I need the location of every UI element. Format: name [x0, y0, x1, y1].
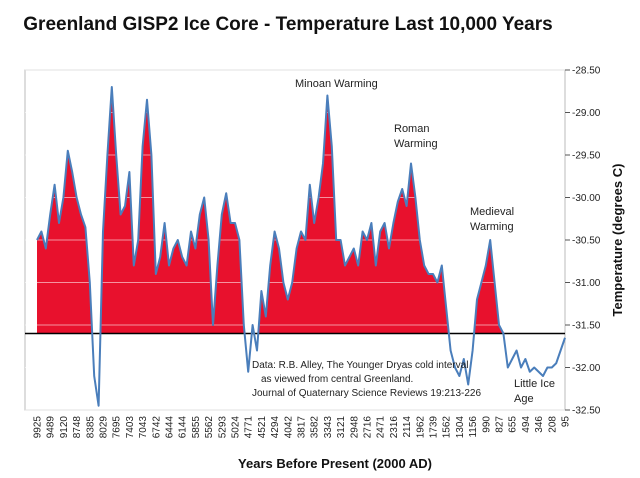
x-tick-label: 3121: [336, 416, 347, 439]
x-tick-label: 4042: [283, 416, 294, 439]
annotation: Minoan Warming: [295, 78, 378, 90]
x-tick-label: 6444: [165, 416, 176, 439]
annotation: Little Ice: [514, 378, 555, 390]
x-tick-label: 7043: [138, 416, 149, 439]
x-tick-label: 4771: [244, 416, 255, 439]
x-tick-label: 3582: [310, 416, 321, 439]
annotation: Warming: [394, 138, 438, 150]
x-tick-label: 5293: [217, 416, 228, 439]
x-tick-label: 346: [534, 416, 545, 433]
y-tick-label: -31.50: [572, 321, 601, 332]
x-tick-label: 8029: [99, 416, 110, 439]
x-tick-label: 4521: [257, 416, 268, 439]
x-tick-label: 2948: [349, 416, 360, 439]
x-tick-label: 655: [508, 416, 519, 433]
x-tick-label: 1304: [455, 416, 466, 439]
x-tick-label: 827: [495, 416, 506, 433]
annotation: Age: [514, 393, 534, 405]
x-tick-label: 5562: [204, 416, 215, 439]
area-fill: [37, 87, 565, 334]
annotation: Roman: [394, 123, 429, 135]
x-tick-label: 5855: [191, 416, 202, 439]
annotation: Warming: [470, 221, 514, 233]
x-tick-label: 8748: [72, 416, 83, 439]
x-axis-title: Years Before Present (2000 AD): [238, 456, 432, 471]
x-tick-label: 9925: [33, 416, 44, 439]
x-tick-label: 2316: [389, 416, 400, 439]
y-tick-label: -32.00: [572, 363, 601, 374]
y-tick-label: -28.50: [572, 66, 601, 77]
x-tick-label: 6144: [178, 416, 189, 439]
x-tick-label: 2716: [363, 416, 374, 439]
chart-title: Greenland GISP2 Ice Core - Temperature L…: [23, 14, 552, 35]
x-tick-label: 1739: [429, 416, 440, 439]
annotation: Medieval: [470, 206, 514, 218]
x-tick-label: 7403: [125, 416, 136, 439]
x-tick-label: 95: [561, 416, 572, 428]
annotation: Data: R.B. Alley, The Younger Dryas cold…: [252, 360, 468, 371]
x-tick-label: 5024: [231, 416, 242, 439]
y-tick-label: -30.00: [572, 193, 601, 204]
annotation: Journal of Quaternary Science Reviews 19…: [252, 388, 481, 399]
x-tick-label: 3343: [323, 416, 334, 439]
y-tick-label: -29.00: [572, 108, 601, 119]
x-tick-label: 6742: [151, 416, 162, 439]
annotation: as viewed from central Greenland.: [261, 374, 413, 385]
x-tick-label: 1562: [442, 416, 453, 439]
x-tick-label: 1156: [468, 416, 479, 438]
x-tick-label: 2471: [376, 416, 387, 439]
x-tick-label: 9489: [46, 416, 57, 439]
y-tick-label: -31.00: [572, 278, 601, 289]
y-tick-label: -29.50: [572, 151, 601, 162]
x-tick-label: 9120: [59, 416, 70, 439]
x-tick-label: 1962: [415, 416, 426, 439]
x-tick-label: 990: [481, 416, 492, 433]
x-tick-label: 7695: [112, 416, 123, 439]
x-tick-label: 494: [521, 416, 532, 433]
x-tick-label: 208: [547, 416, 558, 433]
x-tick-label: 3817: [297, 416, 308, 439]
data-line: [36, 86, 566, 407]
x-tick-label: 2114: [402, 416, 413, 438]
y-tick-label: -32.50: [572, 406, 601, 417]
y-axis-title: Temperature (degrees C): [610, 164, 625, 317]
y-tick-label: -30.50: [572, 236, 601, 247]
x-tick-label: 4294: [270, 416, 281, 439]
x-tick-label: 8385: [85, 416, 96, 439]
